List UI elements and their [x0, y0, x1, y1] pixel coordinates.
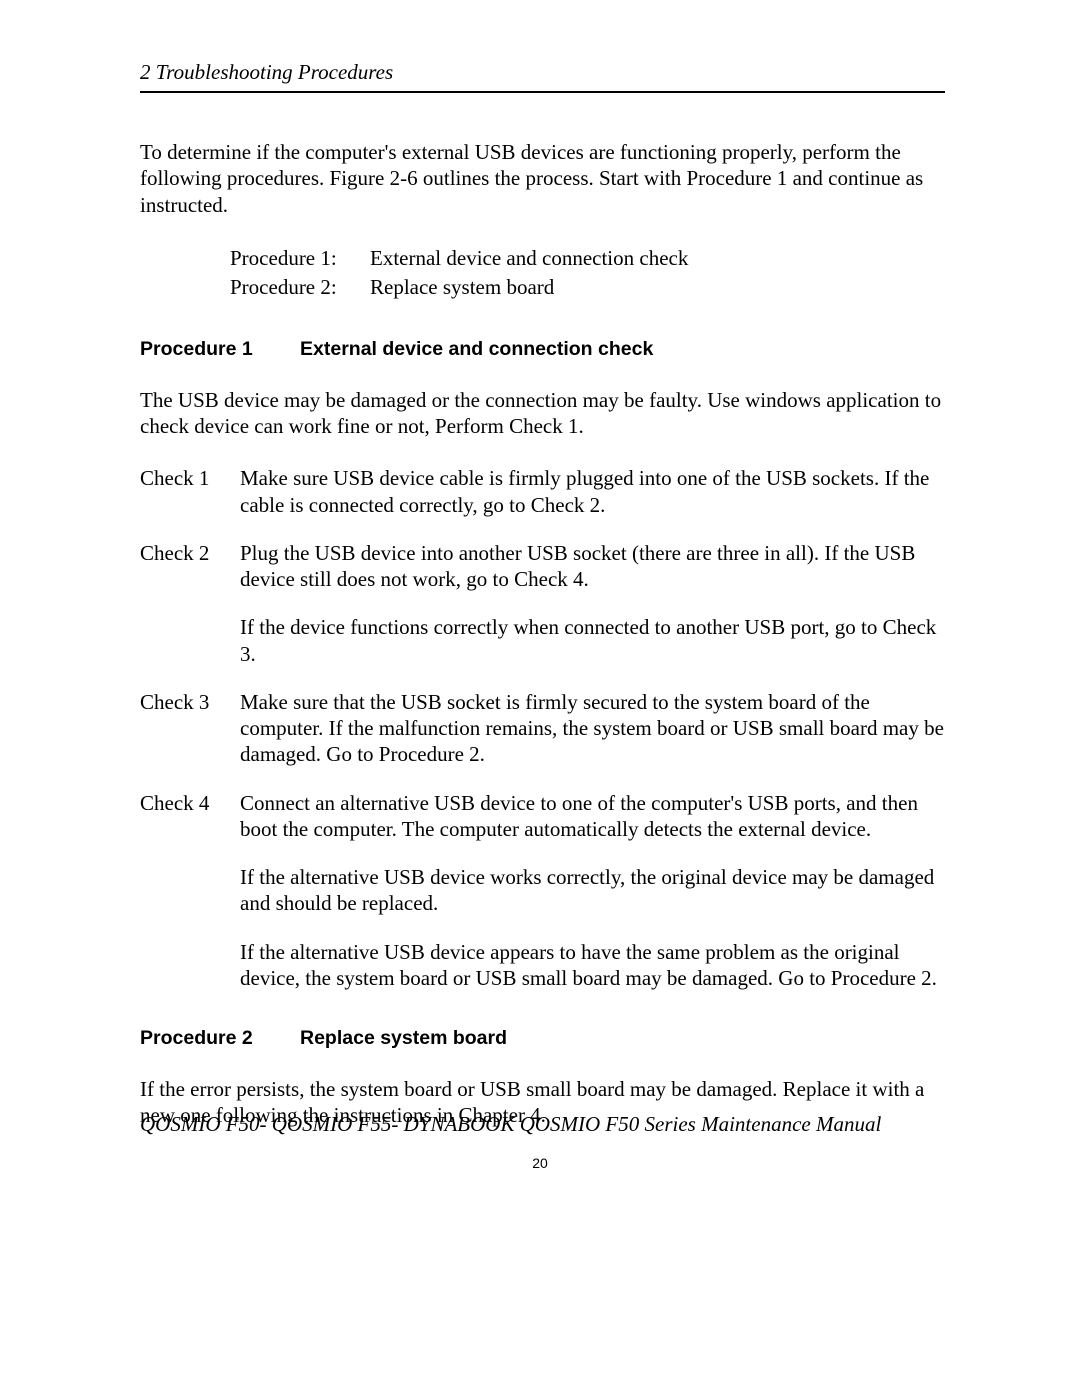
procedure-summary-text: Replace system board	[370, 275, 554, 300]
footer-text: QOSMIO F50- QOSMIO F55- DYNABOOK QOSMIO …	[140, 1112, 945, 1137]
check-body: Make sure USB device cable is firmly plu…	[240, 465, 945, 518]
running-header: 2 Troubleshooting Procedures	[140, 60, 945, 85]
check-paragraph: Make sure that the USB socket is firmly …	[240, 689, 945, 768]
check-body: Make sure that the USB socket is firmly …	[240, 689, 945, 768]
procedure-summary-item: Procedure 1: External device and connect…	[230, 246, 945, 271]
document-page: 2 Troubleshooting Procedures To determin…	[0, 0, 1080, 1397]
procedure-summary-text: External device and connection check	[370, 246, 688, 271]
check-item: Check 2 Plug the USB device into another…	[140, 540, 945, 667]
check-item: Check 1 Make sure USB device cable is fi…	[140, 465, 945, 518]
check-label: Check 2	[140, 540, 240, 667]
procedure-number: Procedure 1	[140, 338, 300, 361]
check-paragraph: If the alternative USB device works corr…	[240, 864, 945, 917]
check-label: Check 3	[140, 689, 240, 768]
procedure-summary-label: Procedure 1:	[230, 246, 370, 271]
procedure-number: Procedure 2	[140, 1027, 300, 1050]
procedure-1-heading: Procedure 1External device and connectio…	[140, 338, 945, 361]
check-paragraph: Plug the USB device into another USB soc…	[240, 540, 945, 593]
check-paragraph: Connect an alternative USB device to one…	[240, 790, 945, 843]
check-paragraph: If the device functions correctly when c…	[240, 614, 945, 667]
procedure-2-heading: Procedure 2Replace system board	[140, 1027, 945, 1050]
check-label: Check 4	[140, 790, 240, 992]
check-paragraph: If the alternative USB device appears to…	[240, 939, 945, 992]
procedure-summary-label: Procedure 2:	[230, 275, 370, 300]
procedure-summary-item: Procedure 2: Replace system board	[230, 275, 945, 300]
procedure-summary-list: Procedure 1: External device and connect…	[230, 246, 945, 300]
procedure-title: External device and connection check	[300, 338, 653, 360]
check-body: Plug the USB device into another USB soc…	[240, 540, 945, 667]
procedure-title: Replace system board	[300, 1027, 507, 1049]
intro-paragraph: To determine if the computer's external …	[140, 139, 945, 218]
procedure-1-lead: The USB device may be damaged or the con…	[140, 387, 945, 440]
header-rule	[140, 91, 945, 93]
check-body: Connect an alternative USB device to one…	[240, 790, 945, 992]
page-number: 20	[0, 1155, 1080, 1171]
check-paragraph: Make sure USB device cable is firmly plu…	[240, 465, 945, 518]
check-item: Check 3 Make sure that the USB socket is…	[140, 689, 945, 768]
check-label: Check 1	[140, 465, 240, 518]
check-item: Check 4 Connect an alternative USB devic…	[140, 790, 945, 992]
